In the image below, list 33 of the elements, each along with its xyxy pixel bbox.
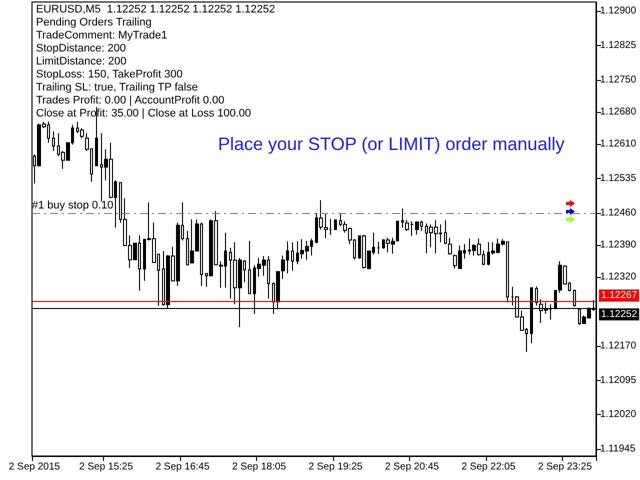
x-tick-label: 2 Sep 15:25: [79, 462, 134, 472]
x-tick-label: 2 Sep 23:25: [538, 462, 592, 472]
annotation: LimitDistance: 200: [36, 56, 126, 68]
annotation: TradeComment: MyTrade1: [36, 30, 168, 42]
x-tick-label: 2 Sep 19:25: [308, 462, 363, 472]
y-tick-label: 1.12170: [600, 340, 637, 352]
annotation: Trades Profit: 0.00 | AccountProfit 0.00: [36, 94, 224, 106]
text: Place your STOP (or LIMIT) order manually: [218, 134, 564, 154]
y-tick-label: 1.12610: [600, 138, 637, 150]
y-tick-label: 1.12750: [600, 74, 637, 86]
ref-line-label: 1.12267: [601, 290, 638, 301]
y-tick-label: 1.12390: [600, 240, 637, 251]
ref-line-label: #1 buy stop 0.10: [32, 199, 114, 212]
y-tick-label: 1.11945: [600, 444, 636, 455]
y-tick-label: 1.12020: [600, 409, 637, 420]
x-tick-label: 2 Sep 18:05: [232, 462, 286, 472]
x-tick-label: 2 Sep 2015: [8, 462, 60, 472]
annotation: Trailing SL: true, Trailing TP false: [36, 82, 198, 94]
y-tick-label: 1.12460: [600, 207, 637, 218]
chart-title: EURUSD,M5 1.12252 1.12252 1.12252 1.12252: [36, 4, 276, 16]
y-tick-label: 1.12095: [600, 374, 637, 386]
x-tick-label: 2 Sep 16:45: [156, 462, 210, 472]
y-tick-label: 1.12825: [600, 40, 637, 52]
y-tick-label: 1.12535: [600, 173, 637, 184]
annotation: StopDistance: 200: [36, 42, 126, 54]
annotation: StopLoss: 150, TakeProfit 300: [36, 68, 183, 80]
x-tick-label: 2 Sep 20:45: [385, 462, 440, 472]
y-tick-label: 1.12900: [600, 6, 637, 17]
y-tick-label: 1.12680: [600, 106, 637, 118]
ref-line-label: 1.12252: [601, 308, 638, 320]
x-tick-label: 2 Sep 22:05: [461, 462, 516, 472]
y-tick-label: 1.12320: [600, 272, 637, 283]
annotation: Pending Orders Trailing: [36, 16, 152, 28]
